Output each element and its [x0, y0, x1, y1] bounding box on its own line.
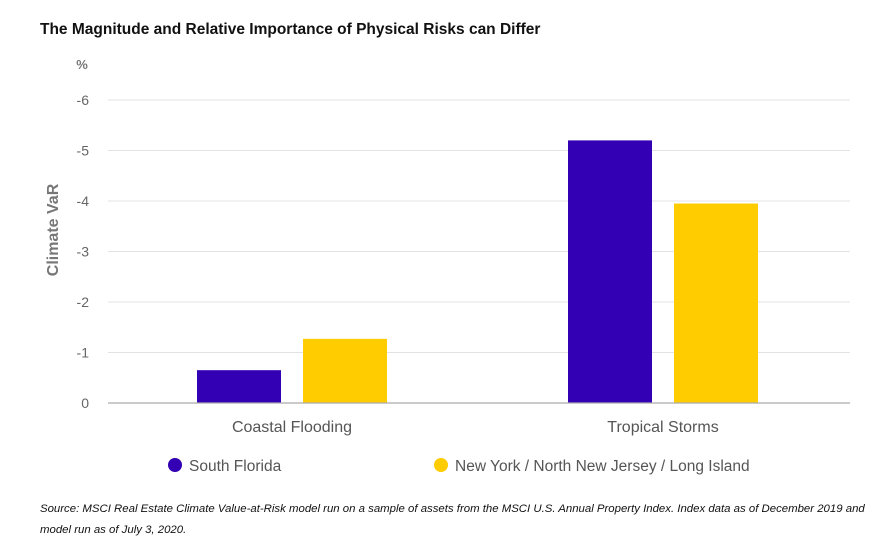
legend-swatch — [168, 458, 182, 472]
legend-label: South Florida — [189, 458, 282, 475]
legend-swatch — [434, 458, 448, 472]
x-tick-label: Coastal Flooding — [232, 419, 352, 436]
y-tick-label: -6 — [77, 92, 90, 108]
legend-item: South Florida — [168, 458, 282, 475]
y-tick-label: -5 — [77, 143, 90, 159]
bar-chart: 0 -1 -2 -3 -4 -5 -6 % Climate VaR Coastal Floo… — [45, 57, 850, 475]
bar-tropical-storms-series-2 — [674, 203, 758, 403]
y-axis-ticks: 0 -1 -2 -3 -4 -5 -6 — [77, 92, 90, 411]
bar-coastal-flooding-series-2 — [303, 338, 387, 403]
y-tick-label: -3 — [77, 244, 90, 260]
bars — [197, 140, 758, 403]
y-axis-unit: % — [76, 57, 88, 72]
legend: South Florida New York / North New Jersey… — [168, 458, 750, 475]
x-tick-label: Tropical Storms — [607, 419, 718, 436]
bar-tropical-storms-series-1 — [568, 140, 652, 403]
y-axis-label: Climate VaR — [45, 183, 62, 276]
legend-item: New York / North New Jersey / Long Islan… — [434, 458, 750, 475]
bar-coastal-flooding-series-1 — [197, 370, 281, 403]
y-tick-label: 0 — [81, 395, 89, 411]
y-tick-label: -2 — [77, 294, 90, 310]
y-tick-label: -1 — [77, 345, 90, 361]
legend-label: New York / North New Jersey / Long Islan… — [455, 458, 750, 475]
source-note: Source: MSCI Real Estate Climate Value-a… — [40, 503, 865, 536]
chart-title: The Magnitude and Relative Importance of… — [40, 21, 541, 38]
x-axis-labels: Coastal Flooding Tropical Storms — [232, 419, 719, 436]
y-tick-label: -4 — [77, 193, 90, 209]
